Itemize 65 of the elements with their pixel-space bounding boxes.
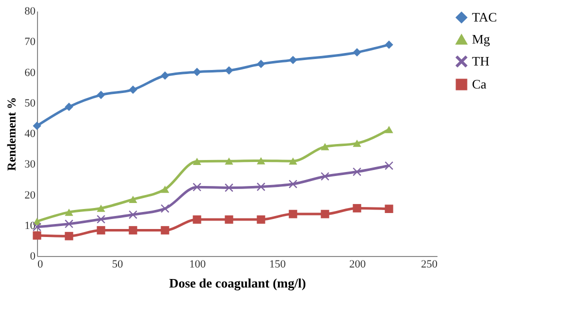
point bbox=[160, 186, 170, 193]
x-tick-label: 250 bbox=[421, 258, 438, 270]
point bbox=[96, 226, 106, 234]
point bbox=[384, 161, 394, 170]
y-tick-label: 60 bbox=[24, 66, 36, 79]
point bbox=[128, 86, 138, 94]
x-axis-title: Dose de coagulant (mg/l) bbox=[169, 276, 306, 290]
point bbox=[256, 182, 266, 191]
point bbox=[320, 143, 330, 150]
point bbox=[160, 204, 170, 213]
y-tick-label: 20 bbox=[24, 189, 36, 202]
point bbox=[352, 48, 362, 57]
point bbox=[384, 126, 394, 134]
point bbox=[384, 204, 394, 214]
point bbox=[224, 157, 234, 165]
legend-label: Ca bbox=[472, 76, 487, 92]
y-tick-label: 50 bbox=[24, 97, 36, 110]
legend-label: TH bbox=[472, 54, 490, 68]
point bbox=[64, 232, 74, 240]
legend-label: TAC bbox=[472, 10, 497, 24]
x-tick-label: 150 bbox=[269, 258, 286, 270]
x-tick-label: 50 bbox=[112, 258, 124, 270]
point bbox=[160, 71, 170, 80]
point bbox=[352, 168, 362, 176]
point bbox=[64, 102, 74, 112]
point bbox=[128, 196, 138, 203]
point bbox=[192, 68, 202, 76]
point bbox=[256, 60, 266, 68]
point bbox=[352, 204, 362, 212]
y-tick-label: 40 bbox=[24, 128, 36, 140]
point bbox=[288, 157, 298, 165]
x-tick-label: 100 bbox=[189, 258, 206, 270]
point bbox=[96, 90, 106, 100]
point bbox=[64, 208, 74, 216]
point bbox=[128, 226, 138, 234]
point bbox=[352, 140, 362, 147]
y-axis-title: Rendement % bbox=[4, 97, 18, 171]
point bbox=[96, 204, 106, 212]
point bbox=[224, 184, 234, 192]
y-tick-label: 80 bbox=[24, 6, 36, 18]
point bbox=[32, 122, 42, 130]
point bbox=[32, 231, 42, 240]
y-tick-label: 0 bbox=[30, 250, 36, 262]
point bbox=[96, 215, 106, 224]
point bbox=[160, 226, 170, 234]
point bbox=[224, 66, 234, 75]
point bbox=[192, 215, 202, 224]
point bbox=[256, 215, 266, 224]
point bbox=[320, 210, 330, 218]
point bbox=[384, 40, 394, 49]
point bbox=[224, 215, 234, 224]
y-tick-label: 70 bbox=[24, 36, 36, 48]
x-tick-label: 0 bbox=[38, 258, 44, 270]
point bbox=[64, 220, 74, 228]
point bbox=[288, 180, 298, 188]
point bbox=[320, 172, 330, 181]
x-tick-label: 200 bbox=[349, 258, 366, 270]
point bbox=[288, 210, 298, 218]
legend-label: Mg bbox=[472, 32, 491, 46]
point bbox=[288, 56, 298, 64]
y-tick-label: 30 bbox=[24, 158, 36, 171]
point bbox=[256, 157, 266, 164]
point bbox=[128, 210, 138, 219]
point bbox=[192, 182, 202, 192]
point bbox=[192, 158, 202, 165]
